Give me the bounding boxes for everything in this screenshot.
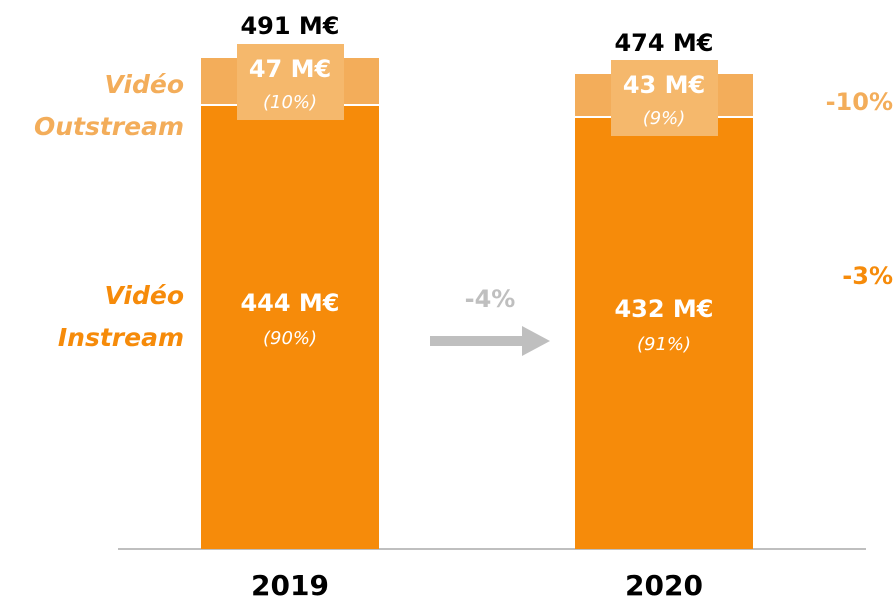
share-label: (90%) xyxy=(263,328,317,349)
total-label: 474 M€ xyxy=(614,29,713,57)
series-name: Vidéo Instream xyxy=(57,281,184,352)
bar-segment xyxy=(201,105,379,549)
share-label: (9%) xyxy=(643,108,686,129)
total-label: 491 M€ xyxy=(240,12,339,40)
share-label: (91%) xyxy=(637,334,691,355)
x-tick-label: 2019 xyxy=(251,569,329,602)
x-tick-label: 2020 xyxy=(625,569,703,602)
value-label: 444 M€ xyxy=(240,289,339,317)
label-box xyxy=(237,44,344,120)
value-label: 47 M€ xyxy=(249,55,331,83)
value-label: 432 M€ xyxy=(614,295,713,323)
change-label: -3% xyxy=(842,262,893,290)
value-label: 43 M€ xyxy=(623,71,705,99)
bar-segment xyxy=(575,117,753,549)
arrow-head xyxy=(522,326,550,356)
share-label: (10%) xyxy=(263,92,317,113)
change-label: -10% xyxy=(826,88,893,116)
label-box xyxy=(611,60,718,136)
series-name: Vidéo Outstream xyxy=(33,70,184,141)
total-change: -4% xyxy=(465,285,516,313)
